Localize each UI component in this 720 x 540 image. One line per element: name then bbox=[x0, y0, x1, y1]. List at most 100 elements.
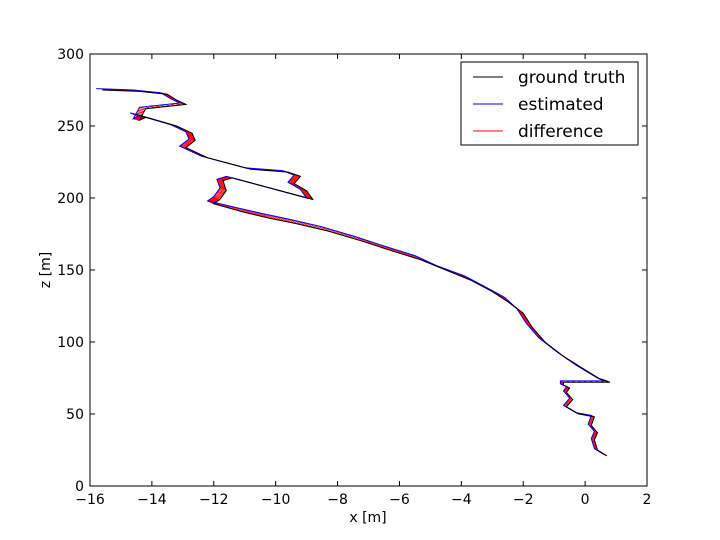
difference-segment bbox=[187, 135, 195, 139]
difference-segment bbox=[215, 192, 223, 197]
y-tick-label: 200 bbox=[57, 191, 84, 207]
difference-segment bbox=[301, 189, 308, 193]
difference-segment bbox=[137, 111, 144, 114]
difference-segment bbox=[289, 179, 296, 183]
y-axis-ticks: 0 50 100 150 200 250 300 bbox=[57, 47, 647, 495]
x-tick-label: −6 bbox=[389, 492, 410, 508]
difference-segment bbox=[564, 403, 569, 406]
difference-segment bbox=[288, 180, 296, 184]
difference-segment bbox=[291, 177, 299, 180]
difference-segment bbox=[188, 136, 195, 140]
difference-segment bbox=[564, 388, 568, 392]
x-tick-label: 0 bbox=[581, 492, 590, 508]
difference-segment bbox=[217, 190, 225, 195]
difference-segment bbox=[290, 179, 297, 182]
difference-segment bbox=[215, 193, 222, 198]
difference-segment bbox=[133, 118, 140, 121]
y-tick-label: 150 bbox=[57, 263, 84, 279]
difference-segment bbox=[273, 215, 281, 221]
difference-segment bbox=[301, 191, 309, 194]
difference-segment bbox=[270, 214, 277, 221]
difference-segment bbox=[137, 109, 145, 113]
difference-segment bbox=[588, 421, 593, 424]
x-tick-label: −14 bbox=[137, 492, 167, 508]
series-line-ground-truth bbox=[102, 89, 611, 457]
x-tick-label: −12 bbox=[199, 492, 229, 508]
difference-segment bbox=[213, 196, 221, 200]
difference-segment bbox=[222, 177, 230, 180]
series-lines bbox=[96, 88, 611, 457]
difference-segment bbox=[217, 179, 224, 183]
x-axis-label: x [m] bbox=[349, 510, 386, 526]
difference-segment bbox=[566, 401, 570, 404]
difference-segment bbox=[563, 389, 568, 392]
difference-segment bbox=[564, 388, 569, 391]
x-tick-label: −8 bbox=[327, 492, 348, 508]
difference-segment bbox=[219, 186, 226, 190]
y-tick-label: 100 bbox=[57, 335, 84, 351]
difference-segment bbox=[218, 184, 226, 188]
difference-segment bbox=[304, 195, 312, 198]
x-tick-label: −16 bbox=[75, 492, 105, 508]
difference-segment bbox=[210, 198, 218, 203]
difference-segment bbox=[589, 418, 594, 421]
legend-entry-difference: difference bbox=[473, 122, 603, 142]
legend-label-difference: difference bbox=[518, 122, 603, 142]
difference-segment bbox=[593, 432, 597, 435]
difference-segment bbox=[218, 183, 225, 187]
difference-segment bbox=[138, 108, 146, 111]
difference-segment bbox=[180, 144, 188, 148]
difference-segment bbox=[211, 197, 219, 201]
difference-segment bbox=[565, 387, 569, 391]
difference-segment bbox=[567, 399, 572, 402]
difference-segment bbox=[185, 141, 192, 144]
difference-segment bbox=[591, 436, 596, 439]
difference-segment bbox=[218, 189, 225, 194]
difference-segment bbox=[218, 188, 226, 193]
difference-segment bbox=[290, 178, 298, 181]
difference-segment bbox=[303, 193, 310, 196]
difference-segment bbox=[186, 134, 194, 137]
difference-segment bbox=[186, 133, 194, 136]
difference-segment bbox=[592, 435, 596, 438]
difference-segment bbox=[216, 178, 224, 182]
difference-segment bbox=[186, 140, 194, 143]
difference-segment bbox=[214, 195, 221, 199]
difference-segment bbox=[188, 138, 196, 141]
x-tick-label: −4 bbox=[451, 492, 472, 508]
difference-segment bbox=[187, 139, 195, 142]
x-tick-label: −2 bbox=[513, 492, 534, 508]
y-tick-label: 50 bbox=[66, 407, 84, 423]
y-axis-label: z [m] bbox=[38, 252, 54, 288]
difference-segment bbox=[219, 178, 226, 181]
difference-segment bbox=[219, 187, 227, 192]
difference-segment bbox=[302, 192, 310, 195]
difference-segment bbox=[589, 419, 594, 422]
difference-segment bbox=[188, 137, 195, 140]
difference-segment bbox=[592, 434, 597, 437]
difference-segment bbox=[567, 400, 571, 403]
difference-segment bbox=[186, 132, 193, 135]
difference-segment bbox=[181, 143, 189, 147]
difference-segment bbox=[216, 191, 224, 196]
difference-segment bbox=[219, 185, 226, 189]
y-tick-label: 300 bbox=[57, 47, 84, 63]
difference-segment bbox=[588, 422, 592, 425]
difference-segment bbox=[183, 143, 190, 146]
x-tick-label: −10 bbox=[261, 492, 291, 508]
difference-segment bbox=[591, 437, 596, 440]
difference-segment bbox=[136, 112, 143, 115]
difference-segment bbox=[209, 198, 217, 203]
difference-segment bbox=[593, 431, 598, 435]
difference-segment bbox=[266, 214, 274, 220]
legend-entry-estimated: estimated bbox=[473, 95, 604, 115]
legend-label-ground-truth: ground truth bbox=[518, 68, 625, 88]
difference-segment bbox=[590, 417, 594, 420]
legend: ground truth estimated difference bbox=[460, 61, 639, 146]
difference-segment bbox=[592, 433, 597, 436]
difference-segment bbox=[292, 176, 300, 179]
difference-segment bbox=[187, 134, 194, 138]
difference-segment bbox=[184, 142, 191, 145]
difference-segment bbox=[305, 196, 313, 199]
